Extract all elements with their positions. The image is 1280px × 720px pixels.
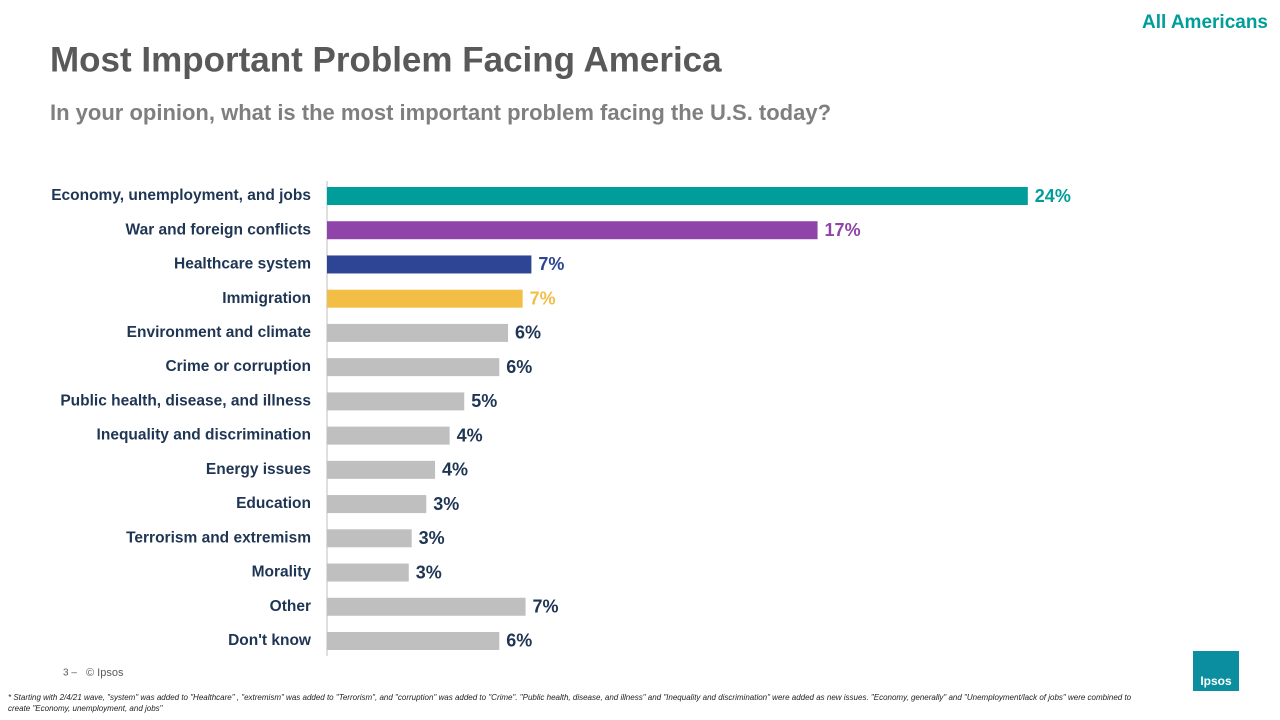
category-label: Environment and climate [127,324,312,341]
value-label: 24% [1035,186,1071,206]
logo-text: Ipsos [1200,674,1232,688]
value-label: 4% [457,425,483,445]
category-label: Public health, disease, and illness [60,392,311,409]
value-label: 6% [506,357,532,377]
category-label: Education [236,495,311,512]
value-label: 3% [433,494,459,514]
category-label: Energy issues [206,461,311,478]
category-label: Morality [252,564,312,581]
category-label: Economy, unemployment, and jobs [51,187,311,204]
category-label: Immigration [222,290,311,307]
footnote: * Starting with 2/4/21 wave, "system" wa… [8,693,1132,713]
category-label: War and foreign conflicts [126,221,311,238]
value-label: 4% [442,460,468,480]
bar [327,597,526,616]
value-label: 3% [419,528,445,548]
audience: All Americans [1142,12,1268,33]
copyright: © Ipsos [86,667,124,679]
value-label: 5% [471,391,497,411]
bar [327,460,436,479]
page-number: 3 – [63,668,77,679]
value-label: 7% [533,597,559,617]
chart-subtitle: In your opinion, what is the most import… [50,100,831,125]
value-label: 7% [530,288,556,308]
value-label: 3% [416,562,442,582]
bar [327,563,409,582]
chart-title: Most Important Problem Facing America [50,40,722,79]
value-label: 6% [515,323,541,343]
category-label: Healthcare system [174,256,311,273]
category-label: Don't know [228,632,312,649]
bar [327,426,450,445]
bar [327,221,818,240]
category-label: Other [270,598,311,615]
bar [327,631,500,650]
bar [327,495,427,514]
value-label: 17% [825,220,861,240]
bar [327,255,532,274]
category-label: Crime or corruption [165,358,311,375]
logo [1193,651,1239,691]
bar [327,289,523,308]
bar [327,529,412,548]
category-label: Terrorism and extremism [126,529,311,546]
value-label: 7% [538,254,564,274]
bar [327,392,465,411]
value-label: 6% [506,631,532,651]
category-label: Inequality and discrimination [97,427,311,444]
bar [327,358,500,377]
bar [327,187,1028,205]
bar [327,323,509,342]
